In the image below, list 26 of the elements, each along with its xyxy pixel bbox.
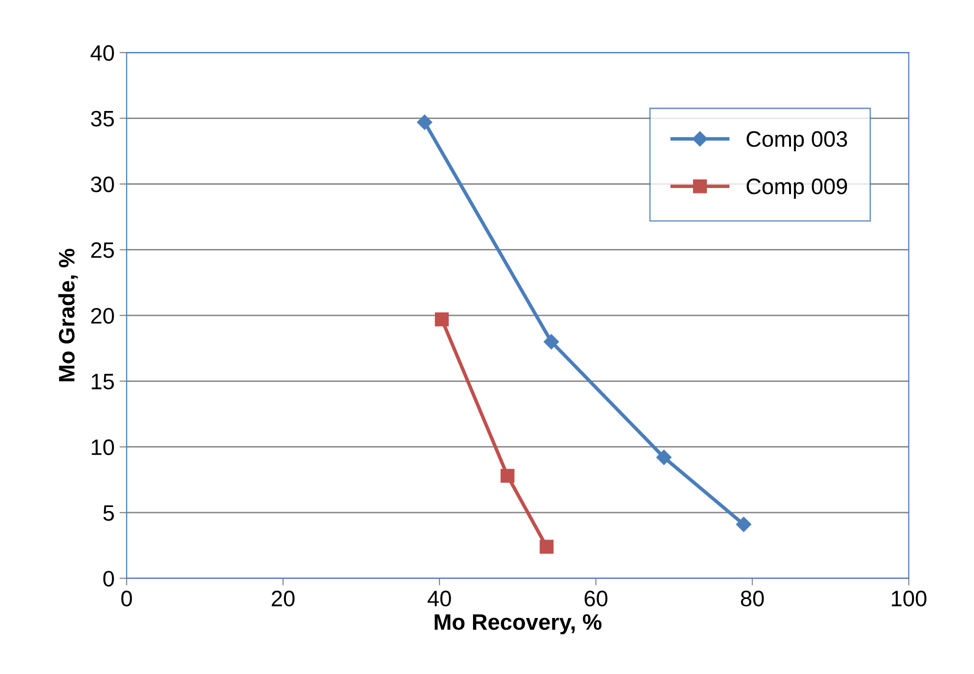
point bbox=[417, 114, 432, 130]
x-tick-label: 40 bbox=[428, 590, 451, 606]
point bbox=[500, 468, 514, 483]
y-tick-label: 30 bbox=[90, 176, 114, 192]
y-axis-title: Mo Grade, % bbox=[58, 248, 78, 382]
point bbox=[736, 516, 752, 532]
y-tick-label: 25 bbox=[91, 242, 114, 258]
legend-label: Comp 003 bbox=[746, 131, 848, 152]
y-tick-label: 10 bbox=[92, 439, 114, 456]
y-tick-label: 35 bbox=[90, 110, 114, 127]
x-tick-label: 100 bbox=[892, 590, 926, 606]
x-tick-label: 80 bbox=[740, 590, 764, 606]
y-tick-label: 40 bbox=[90, 45, 114, 61]
y-tick-label: 0 bbox=[103, 570, 114, 587]
y-tick-label: 20 bbox=[91, 308, 114, 324]
point bbox=[540, 540, 554, 554]
x-axis-title: Mo Recovery, % bbox=[434, 614, 602, 634]
legend-label: Comp 009 bbox=[746, 178, 847, 199]
y-tick-label: 5 bbox=[103, 505, 114, 521]
x-tick-label: 0 bbox=[121, 590, 132, 606]
x-tick-label: 60 bbox=[584, 590, 608, 606]
y-tick-label: 15 bbox=[92, 374, 114, 390]
point bbox=[434, 312, 449, 326]
point bbox=[656, 450, 672, 465]
point bbox=[544, 334, 559, 350]
x-tick-label: 20 bbox=[272, 590, 295, 606]
